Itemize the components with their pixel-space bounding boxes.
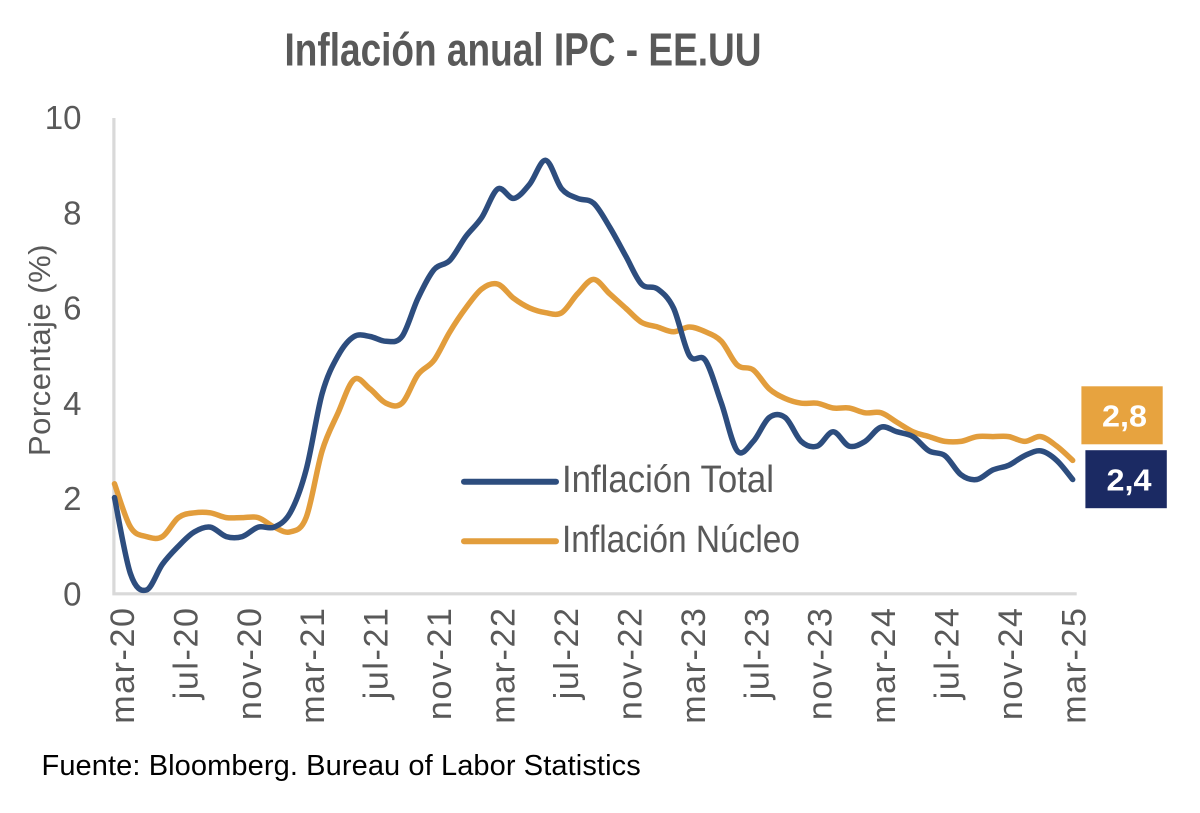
svg-text:4: 4 [63,385,81,422]
svg-text:2,8: 2,8 [1102,399,1147,433]
svg-text:8: 8 [63,194,81,231]
svg-text:mar-20: mar-20 [104,607,142,724]
svg-text:mar-24: mar-24 [865,607,903,724]
svg-text:nov-21: nov-21 [421,607,459,721]
svg-text:mar-21: mar-21 [294,607,332,724]
svg-text:0: 0 [63,575,81,612]
svg-text:nov-23: nov-23 [802,607,840,721]
svg-text:Inflación Total: Inflación Total [562,459,774,501]
svg-text:2: 2 [63,480,81,517]
svg-text:2,4: 2,4 [1107,463,1152,497]
svg-text:Inflación Núcleo: Inflación Núcleo [562,519,800,561]
svg-text:mar-25: mar-25 [1056,607,1094,724]
svg-text:jul-22: jul-22 [548,607,586,701]
svg-text:Inflación anual IPC - EE.UU: Inflación anual IPC - EE.UU [285,24,762,76]
svg-text:jul-21: jul-21 [358,607,396,701]
svg-text:jul-20: jul-20 [167,607,205,701]
svg-text:jul-24: jul-24 [929,607,967,701]
svg-text:Fuente: Bloomberg. Bureau of L: Fuente: Bloomberg. Bureau of Labor Stati… [42,750,641,782]
svg-text:mar-23: mar-23 [675,607,713,724]
svg-text:6: 6 [63,290,81,327]
svg-text:mar-22: mar-22 [485,607,523,724]
svg-text:nov-22: nov-22 [611,607,649,721]
svg-text:10: 10 [45,99,82,136]
svg-text:nov-24: nov-24 [992,607,1030,721]
svg-text:Porcentaje (%): Porcentaje (%) [22,244,57,456]
svg-text:nov-20: nov-20 [231,607,269,721]
svg-text:jul-23: jul-23 [738,607,776,701]
